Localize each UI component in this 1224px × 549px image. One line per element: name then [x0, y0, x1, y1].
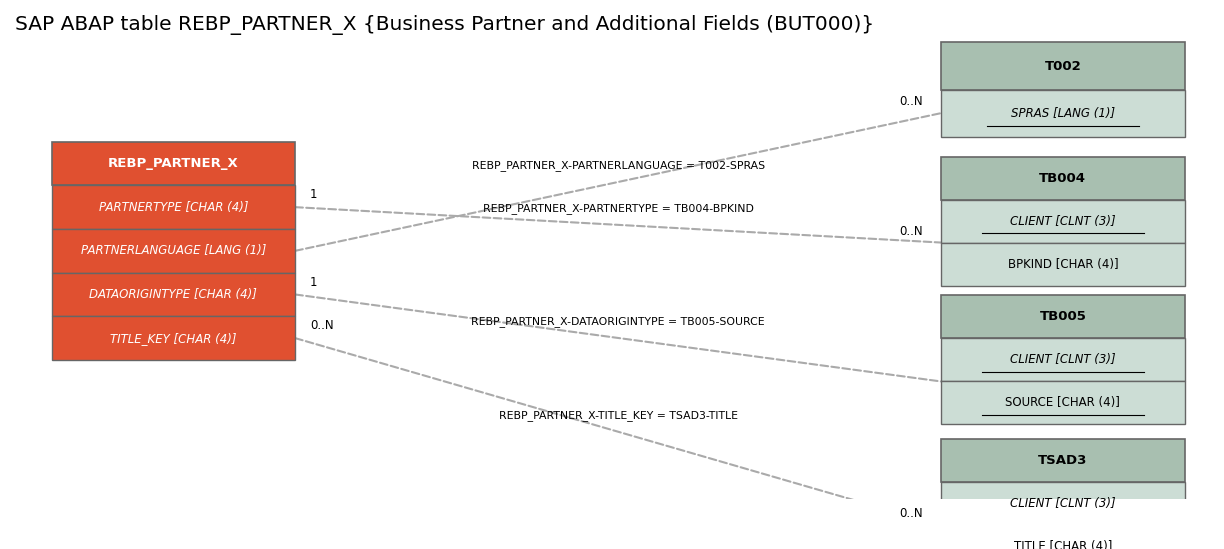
Text: TB004: TB004 — [1039, 171, 1087, 184]
FancyBboxPatch shape — [941, 42, 1185, 89]
FancyBboxPatch shape — [941, 243, 1185, 285]
FancyBboxPatch shape — [941, 382, 1185, 424]
Text: 0..N: 0..N — [900, 507, 923, 520]
Text: CLIENT [CLNT (3)]: CLIENT [CLNT (3)] — [1010, 215, 1115, 227]
Text: CLIENT [CLNT (3)]: CLIENT [CLNT (3)] — [1010, 354, 1115, 366]
FancyBboxPatch shape — [51, 186, 295, 229]
FancyBboxPatch shape — [941, 439, 1185, 483]
Text: CLIENT [CLNT (3)]: CLIENT [CLNT (3)] — [1010, 497, 1115, 511]
Text: PARTNERTYPE [CHAR (4)]: PARTNERTYPE [CHAR (4)] — [99, 201, 248, 214]
FancyBboxPatch shape — [51, 142, 295, 186]
FancyBboxPatch shape — [51, 273, 295, 316]
Text: SAP ABAP table REBP_PARTNER_X {Business Partner and Additional Fields (BUT000)}: SAP ABAP table REBP_PARTNER_X {Business … — [15, 15, 874, 35]
FancyBboxPatch shape — [941, 156, 1185, 199]
Text: BPKIND [CHAR (4)]: BPKIND [CHAR (4)] — [1007, 257, 1119, 271]
FancyBboxPatch shape — [51, 316, 295, 360]
Text: T002: T002 — [1044, 59, 1081, 72]
Text: REBP_PARTNER_X-PARTNERLANGUAGE = T002-SPRAS: REBP_PARTNER_X-PARTNERLANGUAGE = T002-SP… — [471, 160, 765, 171]
FancyBboxPatch shape — [941, 483, 1185, 525]
FancyBboxPatch shape — [941, 339, 1185, 382]
Text: 0..N: 0..N — [900, 225, 923, 238]
FancyBboxPatch shape — [941, 89, 1185, 137]
FancyBboxPatch shape — [51, 229, 295, 273]
FancyBboxPatch shape — [941, 295, 1185, 339]
Text: 1: 1 — [310, 188, 317, 201]
Text: 0..N: 0..N — [900, 95, 923, 108]
Text: TITLE [CHAR (4)]: TITLE [CHAR (4)] — [1013, 540, 1113, 549]
Text: SPRAS [LANG (1)]: SPRAS [LANG (1)] — [1011, 107, 1115, 120]
Text: TB005: TB005 — [1039, 311, 1086, 323]
Text: DATAORIGINTYPE [CHAR (4)]: DATAORIGINTYPE [CHAR (4)] — [89, 288, 257, 301]
FancyBboxPatch shape — [941, 199, 1185, 243]
Text: REBP_PARTNER_X: REBP_PARTNER_X — [108, 157, 239, 170]
Text: 1: 1 — [310, 276, 317, 289]
Text: SOURCE [CHAR (4)]: SOURCE [CHAR (4)] — [1005, 396, 1120, 410]
Text: PARTNERLANGUAGE [LANG (1)]: PARTNERLANGUAGE [LANG (1)] — [81, 244, 266, 257]
Text: REBP_PARTNER_X-PARTNERTYPE = TB004-BPKIND: REBP_PARTNER_X-PARTNERTYPE = TB004-BPKIN… — [482, 203, 754, 214]
Text: TITLE_KEY [CHAR (4)]: TITLE_KEY [CHAR (4)] — [110, 332, 236, 345]
FancyBboxPatch shape — [941, 525, 1185, 549]
Text: TSAD3: TSAD3 — [1038, 455, 1087, 467]
Text: 0..N: 0..N — [310, 319, 333, 332]
Text: REBP_PARTNER_X-DATAORIGINTYPE = TB005-SOURCE: REBP_PARTNER_X-DATAORIGINTYPE = TB005-SO… — [471, 316, 765, 327]
Text: REBP_PARTNER_X-TITLE_KEY = TSAD3-TITLE: REBP_PARTNER_X-TITLE_KEY = TSAD3-TITLE — [498, 410, 738, 421]
